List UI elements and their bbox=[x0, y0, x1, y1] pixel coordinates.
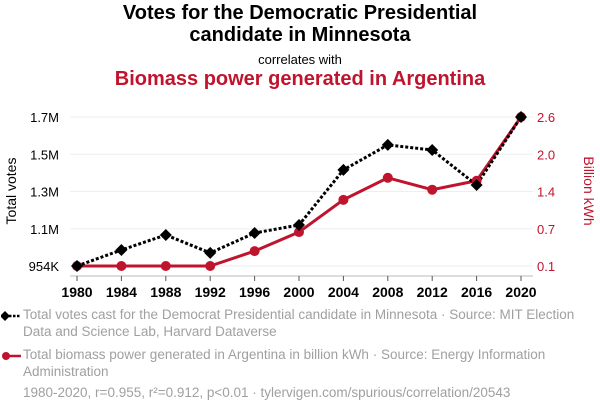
x-tick-label: 1992 bbox=[195, 284, 226, 300]
x-tick-label: 2004 bbox=[328, 284, 359, 300]
correlates-with-label: correlates with bbox=[258, 52, 342, 67]
y-axis-right-label: Billion kWh bbox=[581, 156, 597, 225]
x-tick-label: 1996 bbox=[239, 284, 270, 300]
y-right-tick-label: 2.0 bbox=[537, 147, 555, 162]
legend-text-biomass: Total biomass power generated in Argenti… bbox=[23, 347, 546, 379]
votes-point bbox=[470, 178, 483, 191]
chart-title-line1: Votes for the Democratic Presidential bbox=[122, 2, 478, 24]
x-tick-label: 2012 bbox=[417, 284, 448, 300]
y-left-tick-label: 1.5M bbox=[30, 147, 59, 162]
correlation-footer: 1980-2020, r=0.955, r²=0.912, p<0.01 · t… bbox=[23, 385, 511, 400]
biomass-point bbox=[427, 184, 438, 195]
biomass-point bbox=[294, 227, 304, 238]
votes-point bbox=[515, 111, 527, 123]
votes-point bbox=[293, 218, 305, 231]
votes-point bbox=[337, 163, 350, 176]
x-tick-label: 1984 bbox=[106, 284, 137, 300]
y-axis-left-label: Total votes bbox=[3, 158, 19, 225]
biomass-point bbox=[116, 261, 127, 271]
y-right-tick-label: 0.1 bbox=[537, 259, 555, 274]
votes-point bbox=[248, 226, 261, 239]
x-tick-label: 2016 bbox=[461, 284, 492, 300]
y-right-tick-label: 2.6 bbox=[537, 110, 555, 125]
votes-point bbox=[381, 138, 394, 151]
biomass-point bbox=[382, 172, 393, 183]
biomass-point bbox=[160, 261, 171, 271]
votes-point bbox=[426, 144, 439, 157]
y-left-tick-label: 1.7M bbox=[30, 110, 59, 125]
legend-text-votes: Total votes cast for the Democrat Presid… bbox=[23, 307, 575, 339]
x-tick-label: 1980 bbox=[61, 284, 92, 300]
y-left-tick-label: 1.3M bbox=[30, 185, 59, 200]
legend-item-votes: Total votes cast for the Democrat Presid… bbox=[1, 306, 583, 340]
dotted-diamond-legend-icon bbox=[1, 311, 21, 321]
biomass-point bbox=[205, 261, 216, 271]
y-right-tick-label: 0.7 bbox=[537, 222, 555, 237]
votes-point bbox=[71, 260, 83, 272]
votes-point bbox=[204, 246, 217, 259]
y-right-tick-label: 1.4 bbox=[537, 185, 555, 200]
y-left-tick-label: 1.1M bbox=[30, 222, 59, 237]
votes-point bbox=[159, 228, 172, 241]
solid-circle-legend-icon bbox=[2, 352, 21, 360]
legend-item-biomass: Total biomass power generated in Argenti… bbox=[2, 346, 583, 380]
x-tick-label: 2000 bbox=[283, 284, 314, 300]
y-left-tick-label: 954K bbox=[29, 259, 60, 274]
biomass-point bbox=[249, 246, 260, 257]
votes-point bbox=[115, 243, 128, 256]
x-tick-label: 1988 bbox=[150, 284, 181, 300]
biomass-point bbox=[338, 194, 349, 205]
x-tick-label: 2020 bbox=[505, 284, 536, 300]
chart-title-secondary: Biomass power generated in Argentina bbox=[114, 68, 486, 90]
chart-title-line2: candidate in Minnesota bbox=[189, 24, 411, 46]
x-tick-label: 2008 bbox=[372, 284, 403, 300]
